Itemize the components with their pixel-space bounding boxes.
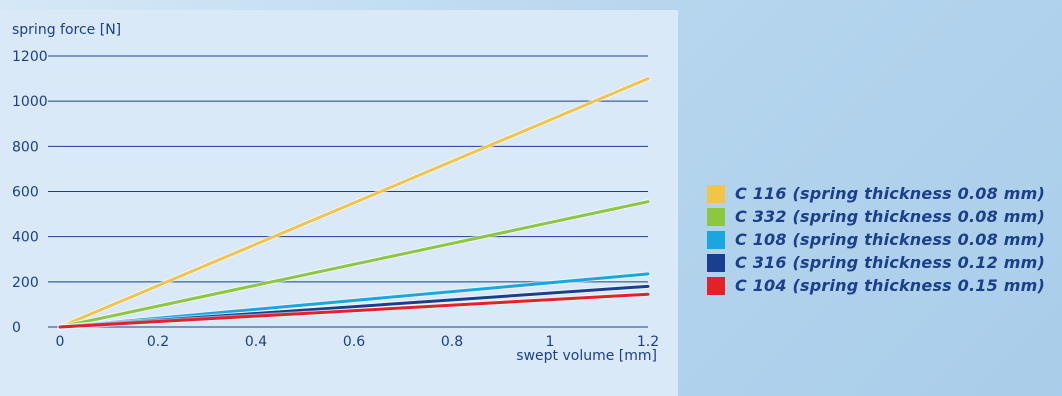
- y-tick-label: 1200: [12, 49, 48, 65]
- y-tick-label: 0: [12, 320, 21, 336]
- x-axis-ticks: 0 0.2 0.4 0.6 0.8 1 1.2: [56, 334, 660, 350]
- x-tick-label: 1.2: [637, 334, 659, 350]
- x-tick-label: 1: [546, 334, 555, 350]
- legend-label: C 104 (spring thickness 0.15 mm): [735, 276, 1045, 295]
- series-line-5: [58, 292, 650, 329]
- legend-label: C 116 (spring thickness 0.08 mm): [735, 184, 1045, 203]
- legend-swatch: [707, 207, 725, 226]
- legend-item: C 316 (spring thickness 0.12 mm): [707, 253, 1045, 272]
- legend-label: C 316 (spring thickness 0.12 mm): [735, 253, 1045, 272]
- y-axis-ticks: 0 200 400 600 800 1000 1200: [12, 49, 48, 336]
- legend-item: C 116 (spring thickness 0.08 mm): [707, 184, 1045, 203]
- legend: C 116 (spring thickness 0.08 mm) C 332 (s…: [707, 184, 1045, 295]
- legend-item: C 108 (spring thickness 0.08 mm): [707, 230, 1045, 249]
- y-tick-label: 1000: [12, 94, 48, 110]
- series-line-2: [58, 200, 650, 329]
- legend-item: C 332 (spring thickness 0.08 mm): [707, 207, 1045, 226]
- legend-label: C 108 (spring thickness 0.08 mm): [735, 230, 1045, 249]
- y-tick-label: 400: [12, 230, 39, 246]
- legend-label: C 332 (spring thickness 0.08 mm): [735, 207, 1045, 226]
- x-tick-label: 0.8: [441, 334, 463, 350]
- chart-panel: spring force [N] swept volume [mm] 0 200 4…: [0, 10, 678, 396]
- x-axis-title: swept volume [mm]: [516, 348, 657, 364]
- series-line-1: [58, 77, 650, 329]
- line-chart: spring force [N] swept volume [mm] 0 200 4…: [12, 22, 660, 364]
- legend-swatch: [707, 184, 725, 203]
- x-tick-label: 0.6: [343, 334, 365, 350]
- x-tick-label: 0: [56, 334, 65, 350]
- y-axis-title: spring force [N]: [12, 22, 121, 38]
- grid: [48, 55, 648, 328]
- y-tick-label: 600: [12, 185, 39, 201]
- legend-swatch: [707, 253, 725, 272]
- legend-swatch: [707, 230, 725, 249]
- y-tick-label: 200: [12, 275, 39, 291]
- y-tick-label: 800: [12, 139, 39, 155]
- legend-swatch: [707, 276, 725, 295]
- legend-item: C 104 (spring thickness 0.15 mm): [707, 276, 1045, 295]
- series-lines: [57, 76, 651, 330]
- x-tick-label: 0.2: [147, 334, 169, 350]
- x-tick-label: 0.4: [245, 334, 267, 350]
